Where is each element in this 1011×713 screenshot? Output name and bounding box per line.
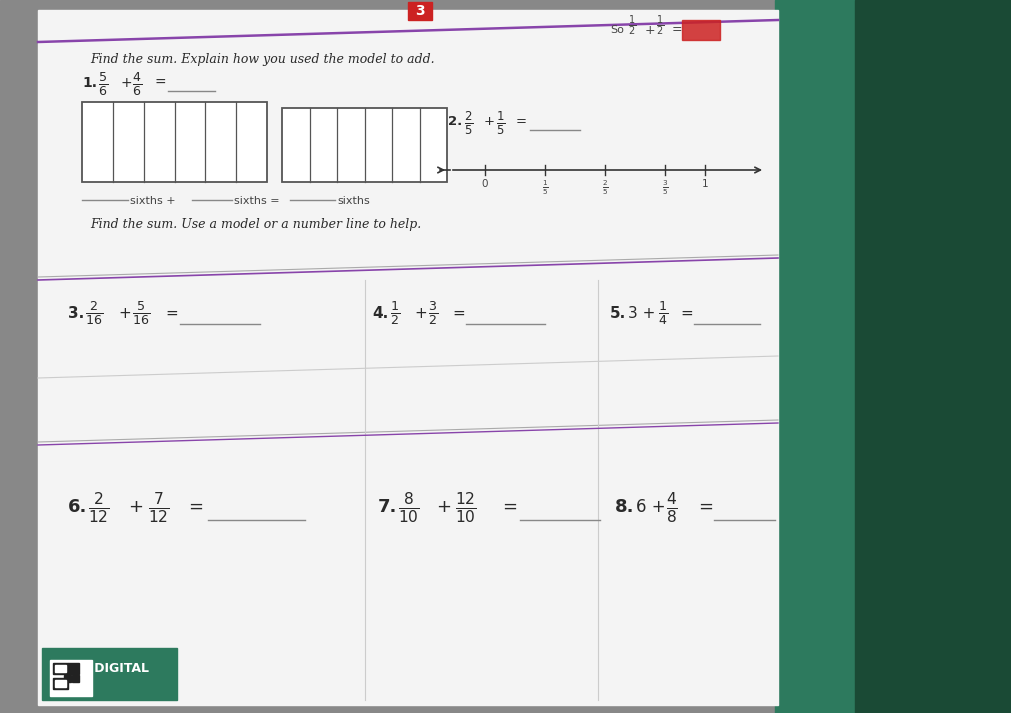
- Text: 6 +: 6 +: [636, 498, 665, 516]
- Bar: [42, 648, 177, 700]
- Text: =: =: [502, 498, 517, 516]
- Text: $\frac{3}{5}$: $\frac{3}{5}$: [661, 179, 668, 198]
- Text: Find the sum. Explain how you used the model to add.: Find the sum. Explain how you used the m…: [90, 53, 435, 66]
- Text: So: So: [610, 25, 624, 35]
- Text: 7.: 7.: [378, 498, 397, 516]
- Text: $\frac{5}{6}$: $\frac{5}{6}$: [98, 70, 108, 98]
- Text: 3 +: 3 +: [628, 306, 655, 321]
- Text: +: +: [413, 306, 427, 321]
- Text: $\frac{1}{5}$: $\frac{1}{5}$: [496, 110, 506, 138]
- Text: $\frac{1}{2}$: $\frac{1}{2}$: [656, 14, 664, 39]
- Text: sixths =: sixths =: [234, 196, 280, 206]
- Text: =: =: [698, 498, 713, 516]
- Bar: [64, 675, 71, 682]
- Text: =: =: [516, 115, 527, 128]
- Bar: [408, 2, 432, 20]
- Text: $\frac{1}{5}$: $\frac{1}{5}$: [542, 179, 548, 198]
- Text: $\frac{12}{10}$: $\frac{12}{10}$: [455, 490, 477, 525]
- Text: +: +: [120, 76, 131, 90]
- Text: 3.: 3.: [68, 306, 84, 321]
- Text: +: +: [118, 306, 130, 321]
- Text: 1: 1: [702, 179, 709, 189]
- Text: $\frac{4}{6}$: $\frac{4}{6}$: [132, 70, 142, 98]
- Text: =: =: [680, 306, 693, 321]
- Text: $\frac{7}{12}$: $\frac{7}{12}$: [148, 490, 170, 525]
- Bar: [55, 680, 66, 687]
- Bar: [282, 108, 447, 182]
- Text: +: +: [436, 498, 451, 516]
- Text: 3: 3: [416, 4, 425, 18]
- Text: sixths +: sixths +: [130, 196, 176, 206]
- Text: $\frac{2}{16}$: $\frac{2}{16}$: [85, 299, 103, 327]
- Text: $\frac{1}{2}$: $\frac{1}{2}$: [628, 14, 636, 39]
- Bar: [855, 0, 1011, 713]
- Bar: [53, 663, 68, 674]
- Text: +: +: [484, 115, 495, 128]
- Bar: [775, 0, 1011, 713]
- Bar: [50, 660, 92, 696]
- Text: Find the sum. Use a model or a number line to help.: Find the sum. Use a model or a number li…: [90, 218, 422, 231]
- Text: $\frac{2}{5}$: $\frac{2}{5}$: [602, 179, 609, 198]
- Text: $\frac{1}{2}$: $\frac{1}{2}$: [390, 299, 400, 327]
- Text: 6.: 6.: [68, 498, 87, 516]
- Bar: [68, 663, 79, 674]
- Text: 5.: 5.: [610, 306, 626, 321]
- Text: GO DIGITAL: GO DIGITAL: [69, 662, 149, 674]
- Bar: [82, 102, 267, 182]
- Text: =: =: [452, 306, 465, 321]
- Bar: [38, 10, 778, 705]
- Text: $\frac{4}{8}$: $\frac{4}{8}$: [666, 490, 678, 525]
- Bar: [72, 675, 79, 682]
- Text: +: +: [128, 498, 143, 516]
- Text: 2.: 2.: [448, 115, 462, 128]
- Text: =: =: [188, 498, 203, 516]
- Text: =: =: [155, 76, 167, 90]
- Bar: [55, 665, 66, 672]
- Text: =: =: [165, 306, 178, 321]
- Text: $\frac{1}{4}$: $\frac{1}{4}$: [658, 299, 668, 327]
- Text: $\frac{2}{12}$: $\frac{2}{12}$: [88, 490, 110, 525]
- Bar: [682, 20, 720, 40]
- Text: 8.: 8.: [615, 498, 635, 516]
- Text: $\frac{2}{5}$: $\frac{2}{5}$: [464, 110, 473, 138]
- Bar: [53, 678, 68, 689]
- Text: sixths: sixths: [337, 196, 370, 206]
- Text: 0: 0: [482, 179, 488, 189]
- Text: $\frac{8}{10}$: $\frac{8}{10}$: [398, 490, 420, 525]
- Text: $\frac{5}{16}$: $\frac{5}{16}$: [132, 299, 150, 327]
- Text: +: +: [645, 24, 655, 36]
- Text: $\frac{3}{2}$: $\frac{3}{2}$: [428, 299, 438, 327]
- Text: 4.: 4.: [372, 306, 388, 321]
- Text: 1.: 1.: [82, 76, 97, 90]
- Text: =: =: [672, 24, 682, 36]
